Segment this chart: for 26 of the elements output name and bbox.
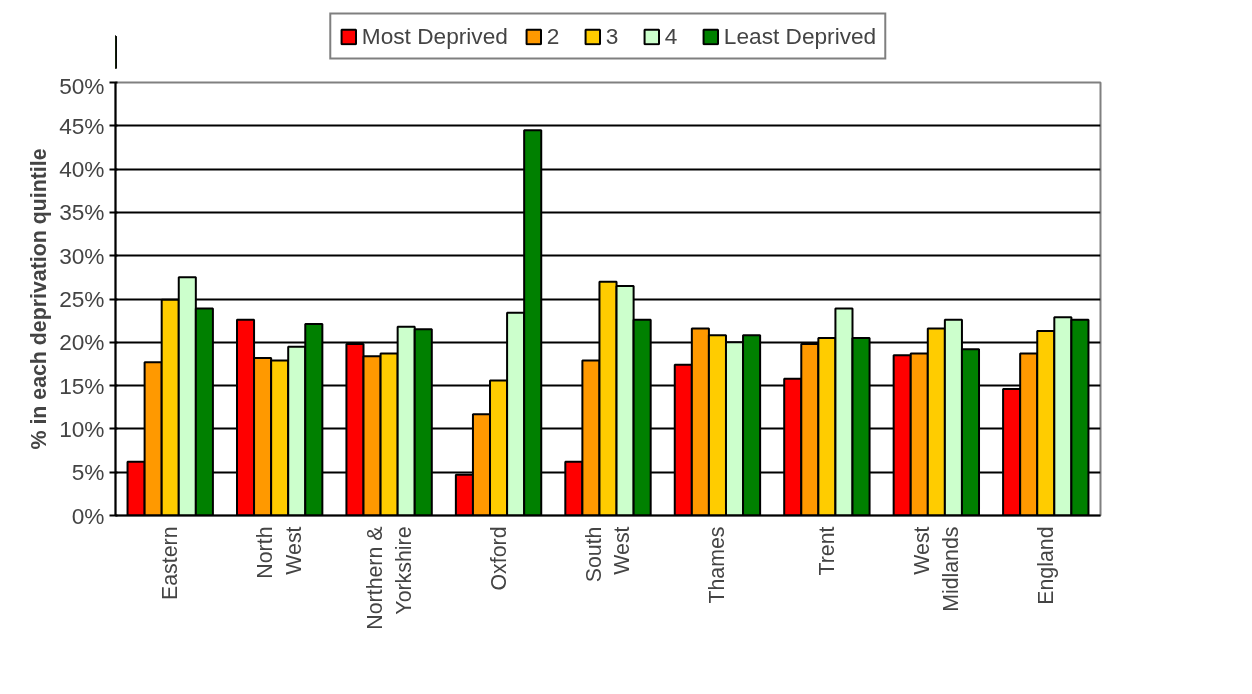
x-tick-label: South West [581, 526, 635, 583]
x-tick-label: Eastern [158, 526, 183, 600]
y-tick-label: 5% [71, 459, 105, 486]
x-tick-label: North West [253, 526, 307, 579]
legend-label: 3 [605, 22, 620, 50]
y-tick-label: 40% [59, 156, 105, 183]
y-tick-label: 45% [59, 112, 105, 139]
x-tick-label: West Midlands [909, 526, 963, 612]
x-tick-label: England [1033, 526, 1058, 605]
y-tick-label: 10% [59, 415, 105, 442]
y-axis-title: % in each deprivation quintile [27, 148, 52, 450]
y-tick-label: 25% [59, 286, 105, 312]
legend-label: Least Deprived [723, 22, 877, 50]
x-tick-label: Trent [814, 526, 839, 576]
y-tick-label: 35% [59, 199, 105, 226]
x-tick-label: Oxford [486, 526, 511, 591]
legend-label: 4 [664, 22, 679, 50]
y-tick-label: 20% [59, 329, 105, 356]
y-tick-label: 30% [59, 242, 105, 269]
y-tick-label: 50% [59, 72, 105, 99]
y-tick-label: 15% [59, 372, 105, 399]
y-tick-label: 0% [71, 502, 105, 529]
x-tick-label: Northern & Yorkshire [362, 526, 416, 630]
legend-label: 2 [546, 22, 561, 50]
legend-label: Most Deprived [361, 22, 508, 50]
x-tick-label: Thames [705, 526, 730, 604]
